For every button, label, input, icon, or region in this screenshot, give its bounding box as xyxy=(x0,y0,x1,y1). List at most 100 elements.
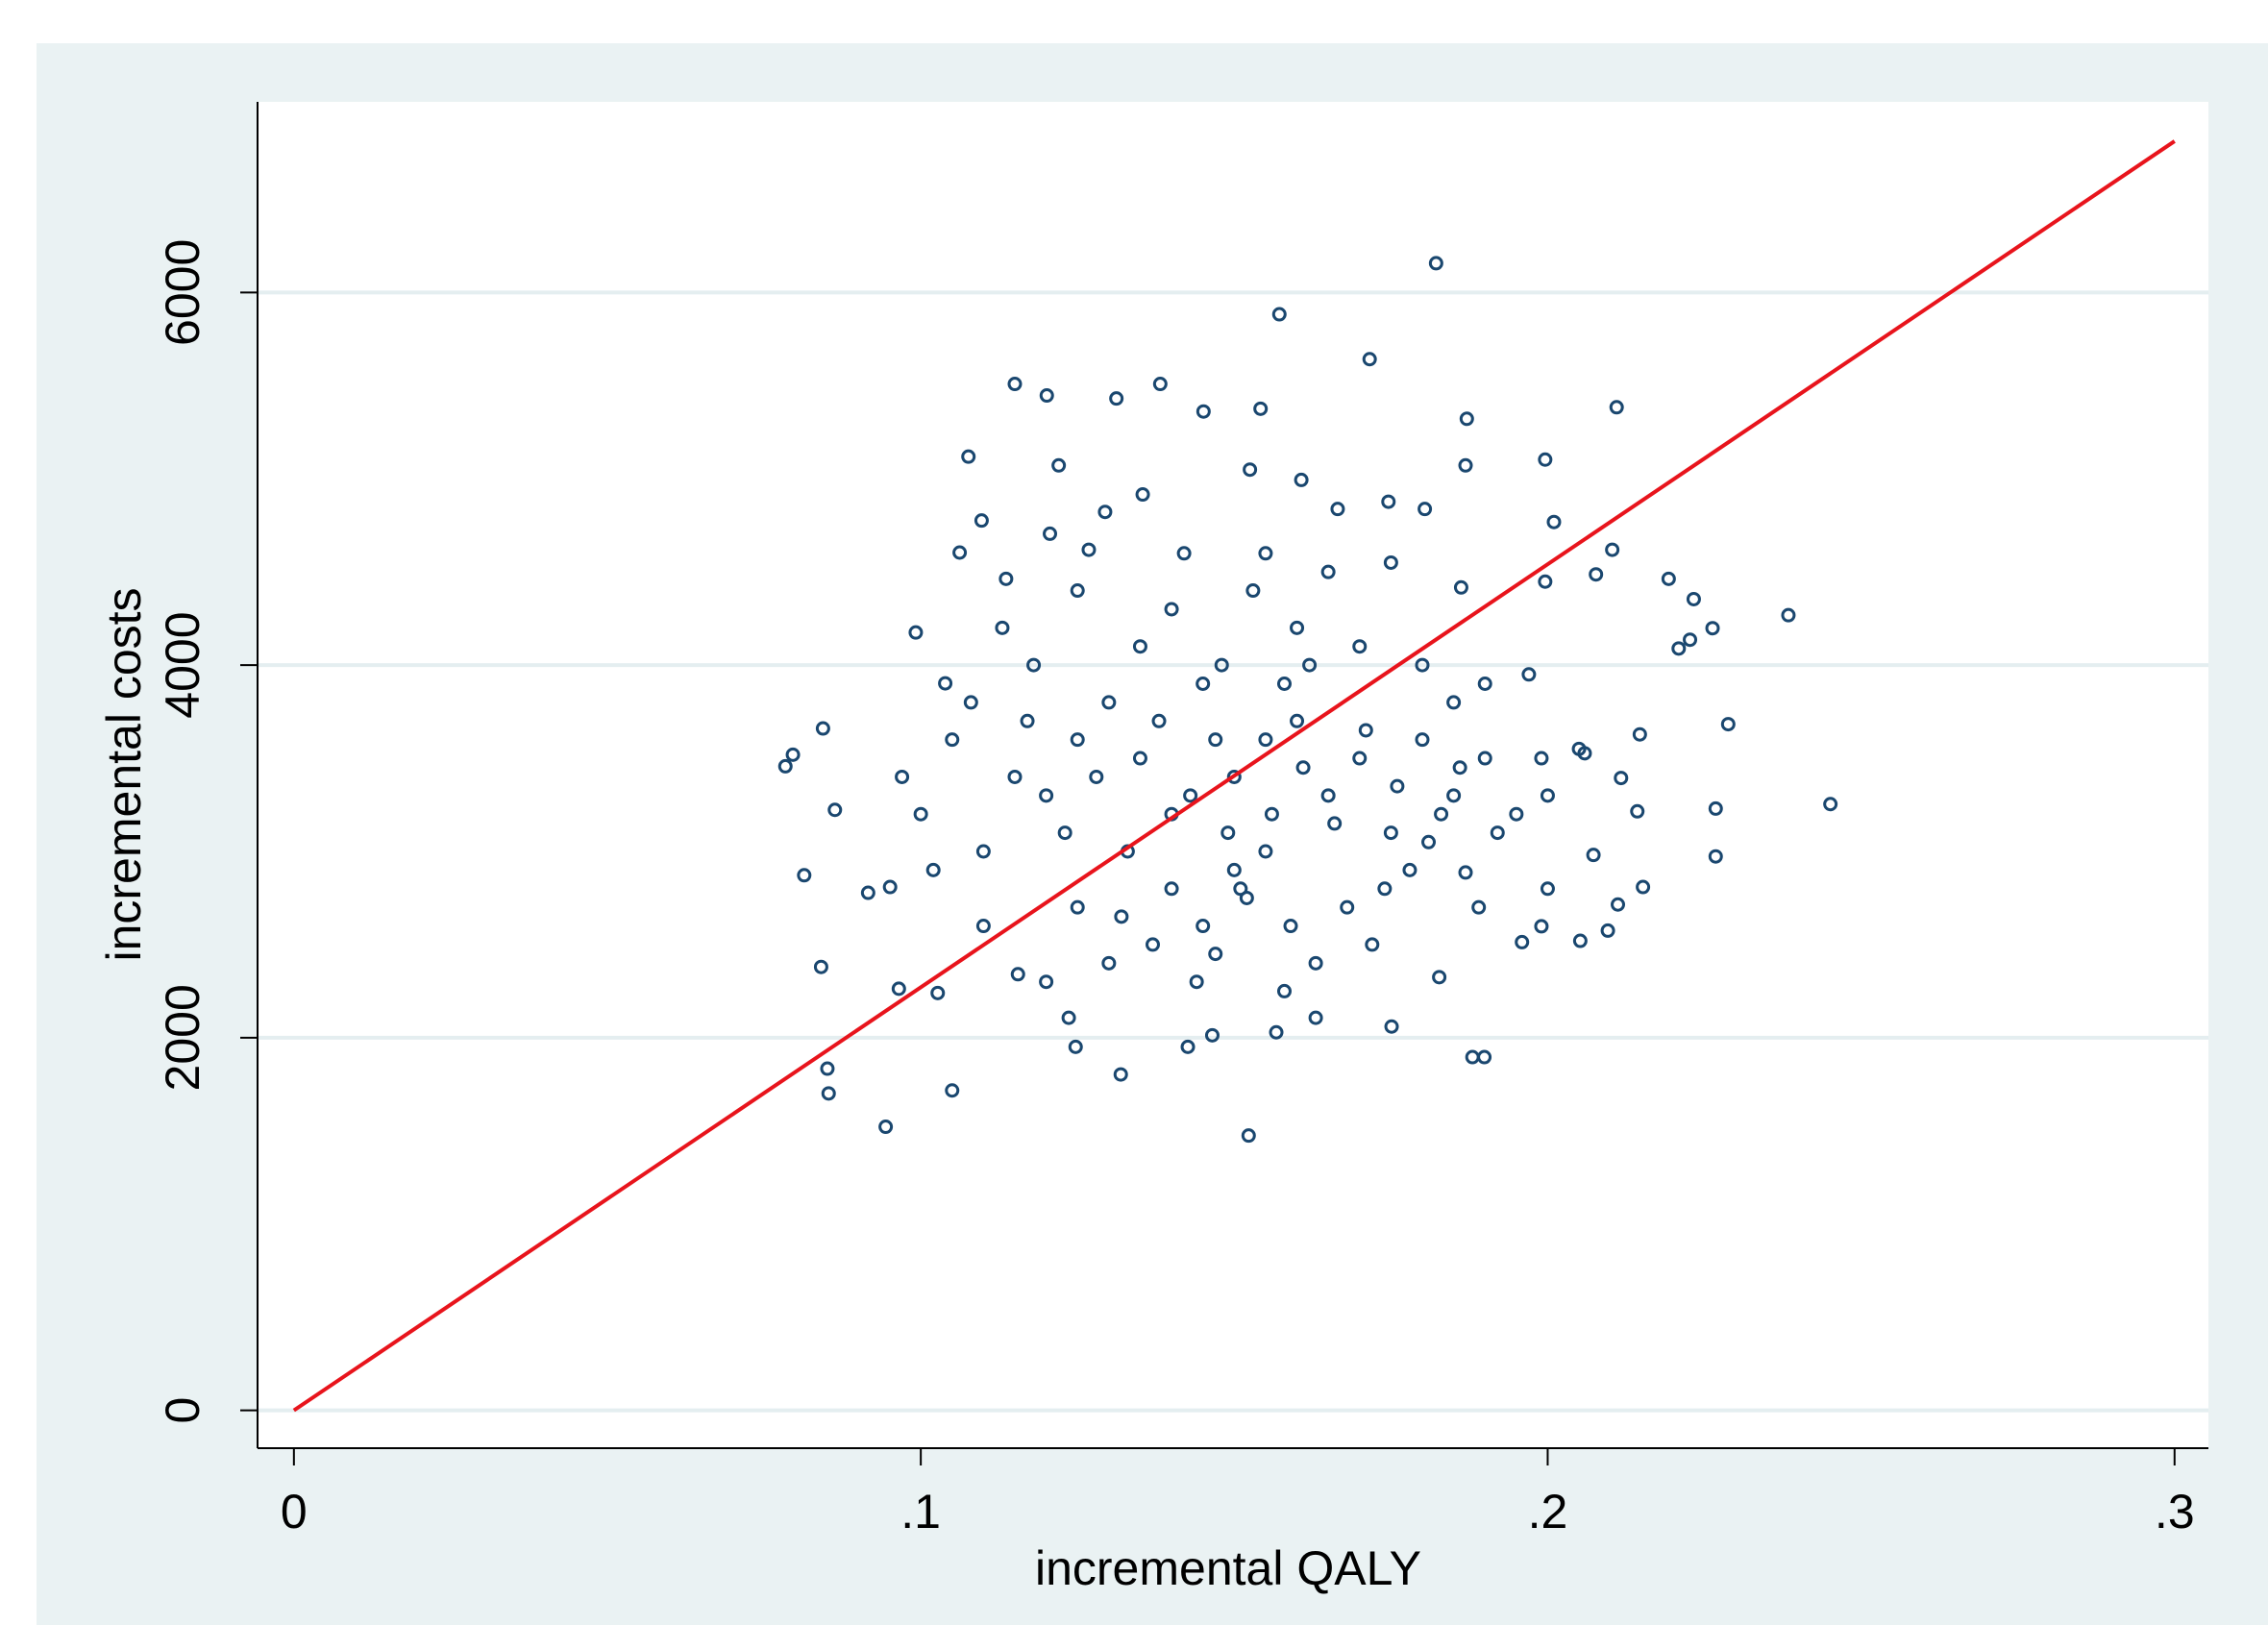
point xyxy=(1453,579,1468,595)
point xyxy=(1586,848,1601,863)
point xyxy=(963,695,978,710)
y-axis-label: incremental costs xyxy=(97,587,151,961)
point xyxy=(1220,825,1236,841)
point xyxy=(1302,657,1318,673)
point xyxy=(1330,502,1345,517)
point xyxy=(1258,546,1273,561)
point xyxy=(827,802,843,818)
point xyxy=(1164,881,1179,897)
point xyxy=(1365,937,1380,952)
point xyxy=(1509,806,1524,822)
point xyxy=(1432,970,1447,985)
point xyxy=(1362,352,1377,367)
point xyxy=(975,919,991,934)
point xyxy=(1132,639,1147,654)
point xyxy=(913,806,928,822)
point xyxy=(1007,377,1023,392)
point xyxy=(1686,591,1701,606)
point xyxy=(1101,955,1117,971)
point xyxy=(1010,967,1025,982)
point xyxy=(1540,881,1555,897)
point xyxy=(891,981,906,997)
point xyxy=(1477,751,1492,766)
x-tick-label: .1 xyxy=(900,1485,941,1539)
point xyxy=(1589,567,1604,582)
point xyxy=(1241,1128,1256,1144)
point xyxy=(1290,620,1305,635)
point xyxy=(1381,494,1396,509)
point xyxy=(1233,881,1248,897)
point xyxy=(1781,607,1796,623)
point xyxy=(1428,256,1443,271)
point xyxy=(1196,676,1211,691)
point xyxy=(1538,574,1553,589)
point xyxy=(1208,732,1223,748)
point xyxy=(1390,778,1405,794)
point xyxy=(1415,657,1430,673)
point xyxy=(945,1083,960,1098)
point xyxy=(1089,769,1104,784)
point xyxy=(1283,919,1298,934)
point xyxy=(1434,806,1449,822)
y-tick-label: 6000 xyxy=(156,239,210,346)
point xyxy=(1477,1049,1492,1065)
point xyxy=(1521,667,1537,682)
point xyxy=(1446,695,1462,710)
point xyxy=(1039,788,1054,803)
point xyxy=(1661,571,1676,586)
point xyxy=(1152,377,1168,392)
point xyxy=(1534,919,1549,934)
point xyxy=(895,769,910,784)
point xyxy=(1600,923,1615,938)
point xyxy=(1258,732,1273,748)
point xyxy=(1146,937,1161,952)
point xyxy=(1039,974,1054,990)
point xyxy=(998,571,1014,586)
point xyxy=(1538,452,1553,467)
point xyxy=(1290,713,1305,728)
x-tick-label: .2 xyxy=(1528,1485,1568,1539)
point xyxy=(945,732,960,748)
point xyxy=(1057,825,1072,841)
point xyxy=(1708,849,1723,864)
point xyxy=(925,862,941,877)
point xyxy=(1308,955,1323,971)
point xyxy=(821,1086,836,1101)
point xyxy=(1571,741,1587,756)
point xyxy=(1708,800,1723,816)
point xyxy=(1204,1027,1220,1043)
point xyxy=(1384,1019,1399,1034)
point xyxy=(1070,583,1085,599)
point xyxy=(1007,769,1023,784)
point xyxy=(1276,676,1292,691)
point xyxy=(1061,1010,1076,1025)
point xyxy=(1636,879,1651,895)
point xyxy=(1452,760,1467,776)
point xyxy=(1226,769,1242,784)
point xyxy=(1605,542,1620,557)
point xyxy=(1164,602,1179,617)
point xyxy=(1614,771,1629,786)
point xyxy=(1611,897,1626,912)
point xyxy=(1471,899,1487,915)
point xyxy=(1459,411,1474,427)
point xyxy=(1070,899,1085,915)
point xyxy=(1135,487,1150,503)
point xyxy=(1490,825,1505,841)
point xyxy=(1308,1010,1323,1025)
point xyxy=(1446,788,1462,803)
point xyxy=(1245,583,1261,599)
point xyxy=(1320,564,1336,579)
point xyxy=(1026,657,1042,673)
point xyxy=(882,879,898,895)
point xyxy=(815,721,830,736)
point xyxy=(1189,974,1204,990)
point xyxy=(1271,307,1287,322)
point xyxy=(1039,388,1054,404)
point xyxy=(974,513,989,529)
point xyxy=(1352,639,1368,654)
point xyxy=(1183,788,1198,803)
point xyxy=(1264,806,1279,822)
point xyxy=(1415,732,1430,748)
